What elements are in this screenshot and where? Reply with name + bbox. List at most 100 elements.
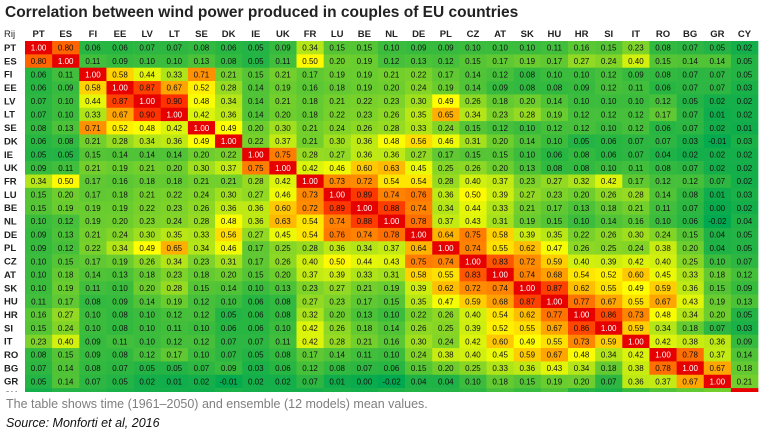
heatmap-cell <box>215 374 243 389</box>
row-header-lv: LV <box>4 96 16 107</box>
heatmap-cell <box>405 241 433 255</box>
heatmap-cell <box>568 67 596 82</box>
cell-value-label: 0.33 <box>194 231 210 240</box>
heatmap-cell <box>703 81 732 95</box>
heatmap-cell <box>405 187 433 202</box>
column-header-pt: PT <box>33 29 45 40</box>
cell-value-label: 0.73 <box>628 311 644 320</box>
heatmap-cell <box>405 388 433 392</box>
heatmap-cell <box>568 187 596 202</box>
cell-value-label: 0.01 <box>194 391 210 392</box>
row-header-es: ES <box>4 56 17 67</box>
column-header-fr: FR <box>304 29 317 40</box>
heatmap-cell <box>377 361 406 376</box>
cell-value-label: 0.43 <box>465 217 481 226</box>
cell-value-label: 0.77 <box>574 297 590 306</box>
cell-value-label: 0.52 <box>194 84 210 93</box>
row-header-pl: PL <box>4 243 16 254</box>
cell-value-label: 0.05 <box>58 391 74 392</box>
cell-value-label: 0.14 <box>248 110 264 119</box>
heatmap-cell <box>242 241 270 255</box>
heatmap-cell <box>323 281 352 295</box>
heatmap-cell <box>622 214 650 229</box>
cell-value-label: 0.02 <box>737 164 753 173</box>
heatmap-cell <box>459 348 487 362</box>
heatmap-cell <box>540 348 569 362</box>
heatmap-cell <box>25 281 53 295</box>
heatmap-cell <box>160 174 189 189</box>
cell-value-label: 0.07 <box>302 377 318 386</box>
heatmap-cell <box>242 227 270 242</box>
heatmap-cell <box>79 308 107 322</box>
heatmap-cell <box>25 147 53 162</box>
heatmap-cell <box>730 187 759 202</box>
cell-value-label: 0.27 <box>248 191 264 200</box>
cell-value-label: 0.72 <box>465 284 481 293</box>
cell-value-label: 0.08 <box>275 351 291 360</box>
cell-value-label: 0.10 <box>194 351 210 360</box>
cell-value-label: 0.65 <box>438 110 454 119</box>
heatmap-cell <box>568 41 596 55</box>
cell-value-label: 0.14 <box>465 70 481 79</box>
heatmap-cell <box>160 281 189 295</box>
heatmap-cell <box>676 388 705 392</box>
heatmap-cell <box>160 348 189 362</box>
heatmap-cell <box>350 201 379 215</box>
heatmap-cell <box>459 94 487 109</box>
heatmap-cell <box>568 267 596 282</box>
heatmap-cell <box>405 174 433 189</box>
heatmap-cell <box>79 94 107 109</box>
heatmap-cell <box>568 321 596 335</box>
heatmap-cell <box>79 214 107 229</box>
heatmap-cell <box>79 334 107 349</box>
cell-value-label: 0.21 <box>85 164 101 173</box>
cell-value-label: 0.67 <box>112 110 128 119</box>
cell-value-label: 0.08 <box>547 164 563 173</box>
heatmap-cell <box>25 41 53 55</box>
heatmap-cell <box>622 348 650 362</box>
heatmap-cell <box>106 267 134 282</box>
heatmap-cell <box>540 174 569 189</box>
cell-value-label: 0.18 <box>737 364 753 373</box>
column-header-hu: HU <box>548 29 562 40</box>
heatmap-cell <box>540 214 569 229</box>
cell-value-label: 0.32 <box>302 311 318 320</box>
column-header-cz: CZ <box>467 29 480 40</box>
cell-value-label: 0.20 <box>167 164 183 173</box>
cell-value-label: 0.27 <box>302 297 318 306</box>
cell-value-label: 0.19 <box>58 204 74 213</box>
cell-value-label: 0.72 <box>302 204 318 213</box>
heatmap-cell <box>595 308 623 322</box>
cell-value-label: 0.10 <box>628 97 644 106</box>
cell-value-label: 0.08 <box>574 164 590 173</box>
heatmap-cell <box>160 321 189 335</box>
heatmap-cell <box>703 134 732 149</box>
cell-value-label: 0.15 <box>465 124 481 133</box>
cell-value-label: 0.07 <box>628 137 644 146</box>
heatmap-cell <box>269 281 297 295</box>
heatmap-cell <box>323 41 352 55</box>
cell-value-label: 0.28 <box>384 124 400 133</box>
heatmap-cell <box>269 214 297 229</box>
heatmap-cell <box>432 81 460 95</box>
cell-value-label: 0.18 <box>112 191 128 200</box>
heatmap-cell <box>160 81 189 95</box>
heatmap-cell <box>568 134 596 149</box>
heatmap-cell <box>622 161 650 175</box>
cell-value-label: 0.23 <box>167 204 183 213</box>
row-header-hr: HR <box>4 310 18 321</box>
heatmap-cell <box>649 388 677 392</box>
heatmap-cell <box>405 214 433 229</box>
cell-value-label: 0.44 <box>85 97 101 106</box>
heatmap-cell <box>513 334 542 349</box>
row-header-ie: IE <box>4 150 13 161</box>
heatmap-cell <box>52 54 80 68</box>
heatmap-cell <box>215 348 243 362</box>
heatmap-cell <box>432 388 460 392</box>
heatmap-cell <box>350 374 379 389</box>
heatmap-cell <box>242 67 270 82</box>
heatmap-cell <box>568 81 596 95</box>
heatmap-cell <box>730 201 759 215</box>
cell-value-label: 0.27 <box>411 150 427 159</box>
cell-value-label: 0.13 <box>58 231 74 240</box>
